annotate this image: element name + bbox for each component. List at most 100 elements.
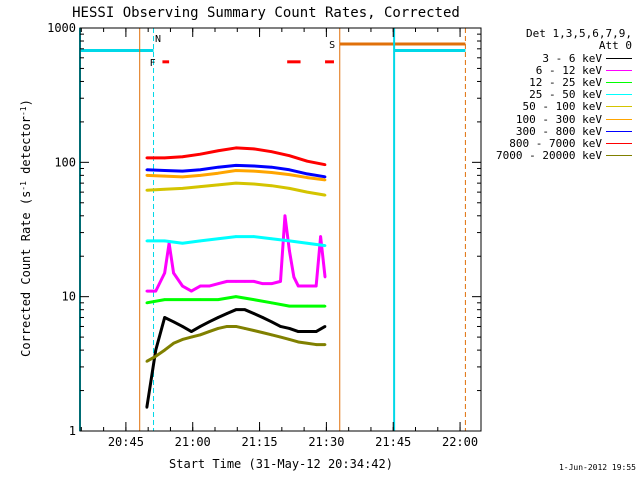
legend-item: 7000 - 20000 keV	[472, 149, 632, 162]
series-line	[146, 181, 326, 197]
data-point	[234, 295, 238, 298]
data-point	[216, 165, 220, 169]
series-line	[146, 295, 326, 308]
legend: Det 1,3,5,6,7,9, Att 0 3 - 6 keV 6 - 12 k…	[472, 28, 632, 162]
data-point	[270, 150, 273, 153]
data-point	[225, 325, 229, 328]
series-line	[146, 214, 327, 293]
data-point	[172, 320, 175, 324]
legend-swatch	[606, 69, 632, 71]
data-point	[305, 172, 309, 176]
data-point	[181, 155, 184, 159]
annotation-s: S	[329, 40, 335, 51]
data-point	[172, 341, 175, 345]
data-point	[181, 298, 184, 301]
legend-swatch	[606, 57, 632, 59]
legend-label: 100 - 300 keV	[515, 112, 602, 126]
data-point	[234, 280, 238, 283]
data-point	[145, 360, 149, 363]
legend-item: 50 - 100 keV	[472, 100, 632, 114]
data-point	[288, 173, 291, 176]
data-point	[270, 301, 273, 305]
data-point	[216, 171, 220, 175]
legend-label: 800 - 7000 keV	[509, 136, 602, 150]
series-3	[145, 235, 327, 248]
data-point	[234, 181, 238, 185]
data-point	[145, 301, 149, 305]
data-point	[305, 190, 309, 194]
data-point	[314, 330, 318, 333]
data-point	[279, 335, 282, 339]
legend-swatch	[606, 155, 632, 157]
legend-swatch	[606, 142, 632, 144]
data-point	[199, 168, 202, 172]
data-point	[163, 174, 166, 178]
plot-frame	[79, 27, 482, 432]
annotation-f: F	[150, 58, 156, 69]
legend-item: 25 - 50 keV	[472, 88, 632, 101]
data-point	[154, 348, 158, 352]
data-point	[199, 325, 202, 328]
data-point	[252, 182, 256, 186]
chart-title: HESSI Observing Summary Count Rates, Cor…	[72, 5, 460, 21]
data-point	[305, 176, 309, 179]
data-point	[216, 237, 220, 241]
y-axis-label: Corrected Count Rate (s-1 detector-1)	[19, 99, 34, 357]
data-point	[145, 168, 149, 172]
y-tick-label: 10	[62, 290, 76, 304]
data-point	[270, 165, 273, 169]
data-point	[252, 329, 256, 332]
legend-item: 100 - 300 keV	[472, 112, 632, 126]
data-point	[323, 325, 327, 328]
legend-item: 800 - 7000 keV	[472, 136, 632, 150]
data-point	[190, 289, 193, 293]
data-point	[323, 178, 327, 182]
data-point	[261, 331, 264, 334]
data-point	[145, 406, 149, 409]
data-point	[270, 282, 273, 285]
data-point	[172, 271, 175, 275]
legend-label: 6 - 12 keV	[535, 63, 602, 77]
data-point	[199, 239, 202, 243]
data-point	[243, 327, 247, 330]
data-point	[216, 316, 220, 319]
series-7	[145, 146, 327, 167]
data-point	[323, 163, 327, 167]
data-point	[279, 280, 282, 283]
data-point	[154, 354, 158, 358]
data-point	[252, 280, 256, 283]
x-tick-label: 20:45	[108, 435, 144, 449]
data-point	[207, 320, 211, 324]
annotation-n: N	[155, 34, 161, 45]
data-point	[163, 156, 166, 160]
data-point	[297, 330, 300, 333]
legend-label: 50 - 100 keV	[522, 100, 602, 114]
data-point	[292, 275, 296, 279]
data-point	[297, 284, 300, 288]
data-point	[323, 193, 327, 197]
series-line	[146, 146, 326, 167]
data-point	[279, 325, 282, 328]
data-point	[145, 188, 149, 192]
data-point	[323, 244, 327, 247]
data-point	[288, 327, 291, 330]
data-point	[181, 325, 184, 328]
data-point	[243, 280, 247, 283]
series-4	[145, 181, 327, 197]
data-point	[252, 147, 256, 151]
x-tick-label: 21:15	[241, 435, 277, 449]
x-tick-label: 21:00	[175, 435, 211, 449]
data-point	[323, 275, 327, 279]
data-point	[234, 308, 238, 311]
series-5	[145, 168, 327, 182]
data-point	[261, 316, 264, 319]
data-point	[270, 333, 273, 337]
data-point	[288, 154, 291, 158]
data-point	[181, 241, 184, 245]
data-point	[288, 239, 291, 243]
data-point	[305, 241, 309, 245]
data-point	[297, 340, 300, 344]
legend-rows: 3 - 6 keV 6 - 12 keV 12 - 25 keV 25 - 50 ke…	[472, 52, 632, 162]
data-point	[305, 330, 309, 333]
